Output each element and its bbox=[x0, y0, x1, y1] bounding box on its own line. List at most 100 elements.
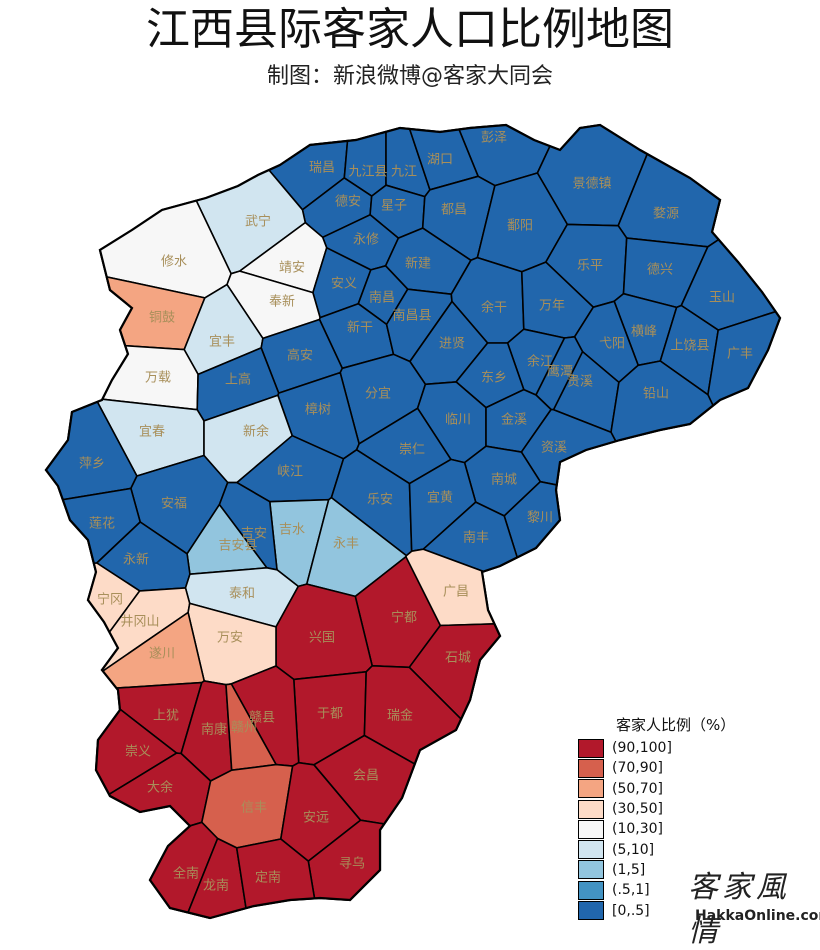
county-label: 吉安县 bbox=[218, 539, 257, 554]
county-label: 峡江 bbox=[277, 465, 303, 480]
county-label: 贵溪 bbox=[567, 375, 593, 390]
county-label: 乐平 bbox=[577, 259, 603, 274]
legend-swatch bbox=[578, 880, 604, 900]
county-label: 黎川 bbox=[527, 511, 553, 526]
county-label: 修水 bbox=[161, 255, 187, 270]
county-label: 龙南 bbox=[203, 878, 229, 894]
county-label: 德兴 bbox=[647, 263, 673, 278]
county-label: 铅山 bbox=[643, 387, 669, 402]
legend-swatch bbox=[578, 840, 604, 860]
county-label: 德安 bbox=[335, 195, 361, 210]
legend-item: (90,100] bbox=[578, 738, 778, 758]
county-label: 高安 bbox=[287, 348, 313, 364]
watermark-logo-text: 客家風情 bbox=[688, 870, 790, 949]
county-region bbox=[610, 360, 780, 646]
county-label: 星子 bbox=[381, 199, 407, 214]
county-label: 赣县 bbox=[249, 711, 275, 726]
county-label: 安福 bbox=[161, 497, 187, 512]
legend-item: (30,50] bbox=[578, 799, 778, 819]
county-label: 安远 bbox=[303, 811, 329, 826]
county-label: 南昌 bbox=[369, 290, 395, 306]
county-label: 宁都 bbox=[391, 610, 417, 626]
county-label: 武宁 bbox=[245, 214, 271, 230]
county-region bbox=[46, 337, 199, 411]
county-label: 寻乌 bbox=[339, 856, 365, 872]
county-label: 九江县 bbox=[348, 165, 387, 180]
county-label: 分宜 bbox=[365, 387, 391, 402]
county-label: 石城 bbox=[445, 651, 471, 666]
legend-item: (.5,1] bbox=[578, 880, 778, 900]
county-label: 崇仁 bbox=[399, 443, 425, 458]
legend-item: [0,.5] bbox=[578, 900, 778, 921]
county-label: 奉新 bbox=[269, 294, 295, 310]
county-label: 安义 bbox=[331, 277, 357, 292]
legend-item: (10,30] bbox=[578, 819, 778, 839]
county-label: 宜丰 bbox=[209, 335, 235, 350]
county-label: 莲花 bbox=[89, 516, 115, 532]
county-label: 湖口 bbox=[427, 153, 453, 168]
county-label: 婺源 bbox=[653, 206, 679, 222]
county-label: 南丰 bbox=[463, 530, 489, 546]
county-label: 南昌县 bbox=[392, 308, 431, 324]
county-label: 永丰 bbox=[333, 537, 359, 552]
county-label: 彭泽 bbox=[481, 131, 507, 146]
legend-label: (.5,1] bbox=[612, 882, 650, 899]
county-label: 广昌 bbox=[443, 585, 469, 600]
county-label: 南康 bbox=[201, 722, 227, 738]
province-border bbox=[44, 123, 782, 920]
legend-label: (70,90] bbox=[612, 760, 664, 777]
legend-swatch bbox=[578, 799, 604, 819]
legend-label: [0,.5] bbox=[612, 902, 650, 919]
county-label: 大余 bbox=[147, 780, 173, 796]
county-label: 新干 bbox=[347, 320, 373, 336]
county-label: 余江 bbox=[527, 354, 553, 370]
legend-swatch bbox=[578, 758, 604, 778]
county-region bbox=[617, 125, 780, 248]
county-label: 靖安 bbox=[279, 261, 305, 276]
legend-title: 客家人比例（%） bbox=[616, 716, 736, 734]
legend-label: (5,10] bbox=[612, 841, 655, 858]
county-label: 东乡 bbox=[481, 371, 507, 386]
county-label: 资溪 bbox=[541, 441, 567, 456]
county-label: 鄱阳 bbox=[507, 219, 533, 234]
legend-swatch bbox=[578, 901, 604, 921]
county-label: 南城 bbox=[491, 472, 517, 488]
legend-item: (70,90] bbox=[578, 758, 778, 778]
county-label: 会昌 bbox=[353, 769, 379, 784]
county-label: 永修 bbox=[353, 233, 379, 248]
county-label: 赣州 bbox=[231, 721, 257, 736]
legend-item: (5,10] bbox=[578, 839, 778, 860]
county-label: 萍乡 bbox=[79, 457, 105, 472]
county-label: 于都 bbox=[317, 707, 343, 722]
legend-label: (90,100] bbox=[612, 740, 672, 757]
county-label: 定南 bbox=[255, 870, 281, 886]
county-label: 吉水 bbox=[279, 523, 305, 538]
map-subtitle: 制图：新浪微博@客家大同会 bbox=[266, 64, 553, 89]
county-label: 永新 bbox=[123, 552, 149, 568]
county-label: 万安 bbox=[217, 631, 243, 646]
legend-swatch bbox=[578, 860, 604, 880]
county-label: 新建 bbox=[405, 256, 431, 272]
county-label: 遂川 bbox=[149, 647, 175, 662]
county-label: 宜黄 bbox=[427, 491, 453, 506]
map-legend: 客家人比例（%） (90,100] (70,90] (50,70] (30,50] (1… bbox=[578, 714, 778, 921]
county-label: 都昌 bbox=[441, 203, 467, 218]
watermark-url: HakkaOnline.com bbox=[695, 908, 820, 924]
legend-label: (1,5] bbox=[612, 861, 646, 878]
county-label: 九江 bbox=[391, 165, 417, 180]
county-label: 崇义 bbox=[125, 745, 151, 760]
county-label: 鹰潭 bbox=[547, 364, 573, 380]
county-label: 弋阳 bbox=[599, 337, 625, 352]
county-label: 进贤 bbox=[439, 337, 465, 352]
county-label: 樟树 bbox=[305, 403, 331, 418]
county-label: 宁冈 bbox=[97, 592, 123, 608]
county-label: 瑞金 bbox=[387, 708, 413, 724]
county-label: 上高 bbox=[225, 372, 251, 388]
county-label: 上饶县 bbox=[670, 339, 709, 354]
county-label: 临川 bbox=[445, 413, 471, 428]
county-label: 上犹 bbox=[153, 709, 179, 724]
county-label: 横峰 bbox=[631, 325, 657, 340]
county-label: 广丰 bbox=[727, 347, 753, 362]
legend-item: (50,70] bbox=[578, 779, 778, 799]
